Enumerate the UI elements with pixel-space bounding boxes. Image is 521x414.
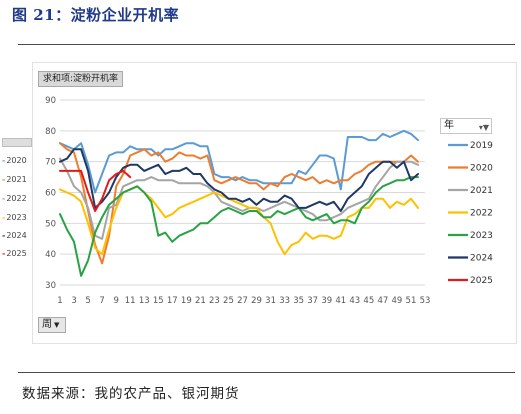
left-legend-item-2021: -2021 bbox=[2, 175, 27, 184]
series-line-2020 bbox=[59, 142, 419, 265]
x-tick-label: 27 bbox=[237, 296, 248, 306]
x-tick-label: 17 bbox=[167, 296, 178, 306]
y-tick-label: 60 bbox=[45, 189, 56, 199]
x-tick-label: 45 bbox=[363, 296, 374, 306]
x-tick-label: 51 bbox=[406, 296, 417, 306]
series-line-2022 bbox=[59, 185, 419, 256]
legend-column-field-button[interactable]: 年 ▾▼ bbox=[440, 118, 492, 134]
x-tick-label: 5 bbox=[85, 296, 90, 306]
y-tick-label: 70 bbox=[45, 158, 56, 168]
left-legend-strip: -2020 -2021 -2022 -2023 -2024 -2025 bbox=[0, 138, 32, 262]
x-tick-label: 43 bbox=[349, 296, 360, 306]
pivot-value-field-button[interactable]: 求和项:淀粉开机率 bbox=[38, 71, 124, 87]
x-tick-label: 25 bbox=[223, 296, 234, 306]
x-tick-label: 15 bbox=[153, 296, 164, 306]
x-tick-label: 19 bbox=[181, 296, 192, 306]
chart-panel bbox=[32, 62, 517, 344]
legend-column-field-label: 年 bbox=[444, 120, 454, 131]
left-legend-tab[interactable] bbox=[2, 138, 32, 147]
source-note: 数据来源：我的农产品、银河期货 bbox=[22, 386, 240, 402]
x-tick-label: 3 bbox=[71, 296, 76, 306]
left-legend-item-2023: -2023 bbox=[2, 213, 27, 222]
left-legend-item-2020: -2020 bbox=[2, 156, 27, 165]
y-tick-label: 80 bbox=[45, 127, 56, 137]
top-rule bbox=[18, 44, 515, 45]
x-tick-label: 47 bbox=[377, 296, 388, 306]
x-tick-label: 1 bbox=[57, 296, 62, 306]
x-tick-label: 49 bbox=[392, 296, 403, 306]
x-tick-label: 35 bbox=[293, 296, 304, 306]
x-tick-label: 13 bbox=[139, 296, 150, 306]
legend-label-2023: 2023 bbox=[470, 231, 493, 241]
chevron-down-icon: ▼ bbox=[54, 321, 60, 329]
row-field-filter-button[interactable]: 周 ▼ bbox=[38, 317, 66, 333]
x-tick-label: 53 bbox=[420, 296, 431, 306]
x-tick-label: 37 bbox=[307, 296, 318, 306]
legend-label-2021: 2021 bbox=[470, 186, 493, 196]
legend-label-2025: 2025 bbox=[470, 276, 493, 286]
legend-label-2022: 2022 bbox=[470, 209, 493, 219]
legend-label-2020: 2020 bbox=[470, 164, 493, 174]
x-tick-label: 23 bbox=[209, 296, 220, 306]
x-tick-label: 7 bbox=[99, 296, 104, 306]
series-line-2023 bbox=[59, 176, 419, 277]
x-tick-label: 21 bbox=[195, 296, 206, 306]
bottom-rule bbox=[18, 372, 515, 373]
filter-dropdown-icon: ▾▼ bbox=[478, 123, 489, 132]
x-tick-label: 29 bbox=[251, 296, 262, 306]
y-tick-label: 40 bbox=[45, 250, 56, 260]
series-line-2025 bbox=[59, 169, 132, 212]
x-tick-label: 33 bbox=[279, 296, 290, 306]
y-tick-label: 30 bbox=[45, 281, 56, 291]
left-legend-item-2024: -2024 bbox=[2, 231, 27, 240]
legend-label-2024: 2024 bbox=[470, 254, 493, 264]
legend-label-2019: 2019 bbox=[470, 141, 493, 151]
figure-title: 图 21：淀粉企业开机率 bbox=[12, 6, 180, 24]
y-tick-label: 90 bbox=[45, 96, 56, 106]
x-tick-label: 31 bbox=[265, 296, 276, 306]
x-tick-label: 9 bbox=[113, 296, 118, 306]
x-tick-label: 41 bbox=[335, 296, 346, 306]
row-field-label: 周 bbox=[42, 319, 52, 330]
x-tick-label: 11 bbox=[125, 296, 136, 306]
y-tick-label: 50 bbox=[45, 219, 56, 229]
x-tick-label: 39 bbox=[321, 296, 332, 306]
left-legend-item-2022: -2022 bbox=[2, 194, 27, 203]
left-legend-item-2025: -2025 bbox=[2, 249, 27, 258]
